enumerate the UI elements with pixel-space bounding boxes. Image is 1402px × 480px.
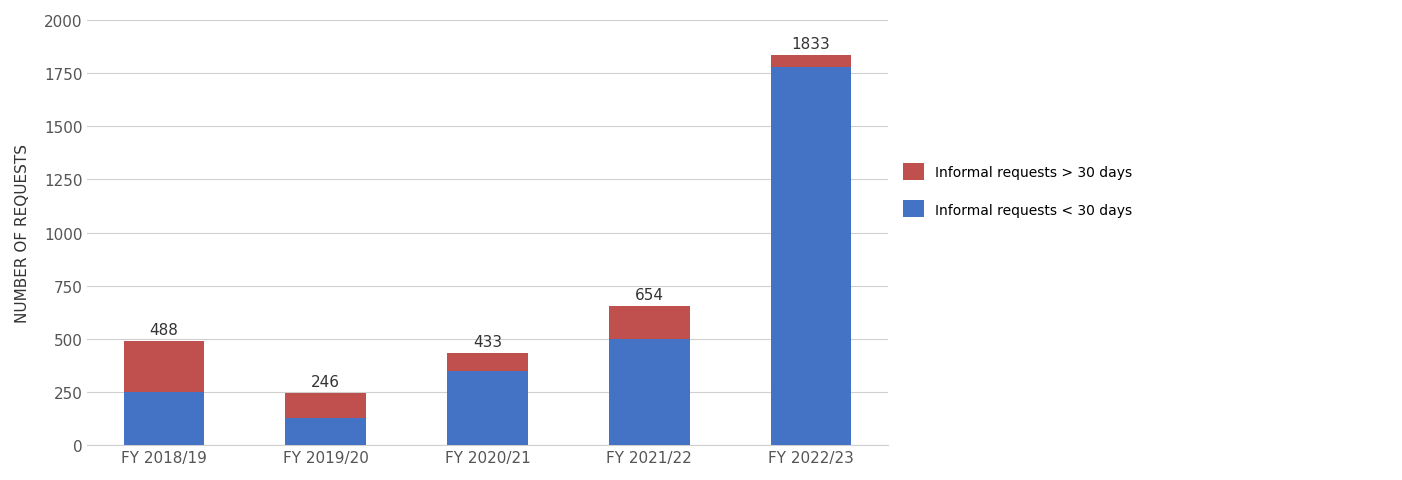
Bar [286, 393, 366, 418]
Legend: Informal requests > 30 days, Informal requests < 30 days: Informal requests > 30 days, Informal re… [903, 163, 1131, 218]
Bar [447, 353, 529, 371]
Bar [608, 339, 690, 445]
Text: 246: 246 [311, 374, 341, 389]
Bar [608, 306, 690, 339]
Y-axis label: NUMBER OF REQUESTS: NUMBER OF REQUESTS [15, 144, 29, 323]
Bar [771, 68, 851, 445]
Bar [123, 342, 205, 392]
Bar [286, 418, 366, 445]
Bar [447, 371, 529, 445]
Text: 433: 433 [472, 334, 502, 349]
Bar [771, 56, 851, 68]
Text: 488: 488 [150, 323, 178, 337]
Bar [123, 392, 205, 445]
Text: 654: 654 [635, 287, 663, 302]
Text: 1833: 1833 [792, 37, 830, 52]
